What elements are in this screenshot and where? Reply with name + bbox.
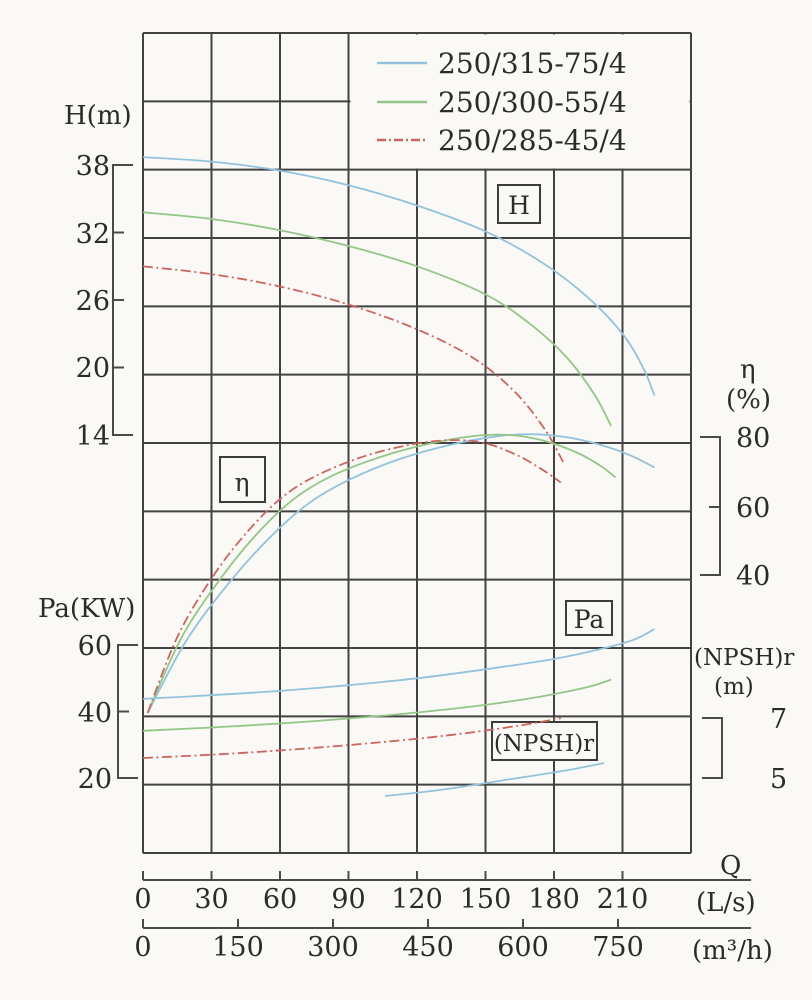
q-m3h-tick: 450: [402, 932, 454, 963]
eta-axis-unit: (%): [726, 385, 771, 415]
q-axis-ls-ticklabels: 0 30 60 90 120 150 180 210: [134, 884, 648, 915]
npshr-tick: 7: [770, 704, 787, 735]
h-tick: 14: [76, 421, 110, 452]
legend-label: 250/285-45/4: [438, 124, 627, 157]
h-tick: 26: [76, 286, 110, 317]
pump-curves: [142, 156, 656, 797]
q-axis-m3h: [142, 919, 751, 929]
eta-label-box: [219, 456, 266, 503]
q-ls-tick: 30: [194, 884, 228, 915]
npshr-axis-ticks: 7 5: [770, 704, 787, 795]
legend: 250/315-75/4 250/300-55/4 250/285-45/4: [377, 47, 627, 157]
h-axis-title: H(m): [64, 101, 132, 131]
h-axis-ticks: 38 32 26 20 14: [76, 151, 110, 452]
npshr-tick: 5: [770, 764, 787, 795]
q-ls-tick: 0: [134, 884, 151, 915]
pa-tick: 20: [78, 764, 112, 795]
legend-item: 250/300-55/4: [377, 86, 627, 119]
curve-eta-250/315-75/4: [146, 433, 655, 714]
q-axis-m3h-ticklabels: 0 150 300 450 600 750: [134, 932, 643, 963]
h-tick: 32: [76, 219, 110, 250]
npshr-axis-title: (NPSH)r: [694, 645, 794, 671]
h-tick: 38: [76, 151, 110, 182]
curve-H-250/300-55/4: [142, 211, 612, 427]
h-axis-bracket: [112, 164, 133, 436]
npshr-label: (NPSH)r: [494, 731, 594, 757]
h-label-box: [497, 184, 541, 224]
curve-Pa-250/285-45/4: [142, 717, 561, 759]
q-ls-tick: 60: [263, 884, 297, 915]
curve-Pa-250/300-55/4: [142, 678, 612, 732]
q-m3h-tick: 750: [592, 932, 644, 963]
q-axis-unit-ls: (L/s): [696, 888, 756, 918]
eta-tick: 60: [736, 493, 770, 524]
legend-label: 250/300-55/4: [438, 86, 627, 119]
q-m3h-tick: 150: [212, 932, 264, 963]
chart-grid: [142, 32, 692, 854]
pa-axis-bracket: [117, 644, 138, 779]
q-m3h-tick: 0: [134, 932, 151, 963]
curve-label-boxes: H η Pa (NPSH)r: [219, 184, 613, 761]
curve-eta-250/285-45/4: [146, 439, 562, 714]
pa-axis-ticks: 60 40 20: [78, 631, 112, 795]
q-ls-tick: 150: [460, 884, 512, 915]
npshr-label-box: [491, 721, 598, 761]
curve-eta-250/300-55/4: [146, 433, 617, 714]
eta-tick: 80: [736, 423, 770, 454]
curve-H-250/315-75/4: [142, 156, 656, 396]
h-tick: 20: [76, 353, 110, 384]
q-m3h-tick: 600: [497, 932, 549, 963]
eta-axis-ticks: 80 60 40: [736, 423, 770, 592]
pa-tick: 40: [78, 698, 112, 729]
q-ls-tick: 120: [391, 884, 443, 915]
q-m3h-tick: 300: [307, 932, 359, 963]
h-label: H: [508, 191, 530, 220]
curve-Pa-250/315-75/4: [142, 628, 655, 700]
legend-item: 250/285-45/4: [377, 124, 627, 157]
npshr-axis-unit: (m): [714, 674, 754, 700]
q-ls-tick: 210: [597, 884, 649, 915]
q-ls-tick: 180: [528, 884, 580, 915]
q-ls-tick: 90: [331, 884, 365, 915]
curve-H-250/285-45/4: [142, 265, 564, 463]
curve-NPSH-250/315-75/4: [384, 762, 605, 797]
pa-label: Pa: [574, 605, 605, 634]
pa-tick: 60: [78, 631, 112, 662]
eta-label: η: [235, 468, 250, 497]
pa-axis-title: Pa(KW): [38, 594, 135, 624]
q-axis-ls: [142, 871, 751, 881]
npshr-axis-bracket: [702, 717, 723, 779]
eta-tick: 40: [736, 561, 770, 592]
q-axis-title: Q: [720, 851, 741, 881]
eta-axis-title: η: [740, 355, 756, 385]
pa-label-box: [565, 600, 613, 636]
legend-label: 250/315-75/4: [438, 47, 627, 80]
q-axis-unit-m3h: (m³/h): [692, 936, 773, 966]
eta-axis-bracket: [700, 436, 721, 576]
legend-item: 250/315-75/4: [377, 47, 627, 80]
